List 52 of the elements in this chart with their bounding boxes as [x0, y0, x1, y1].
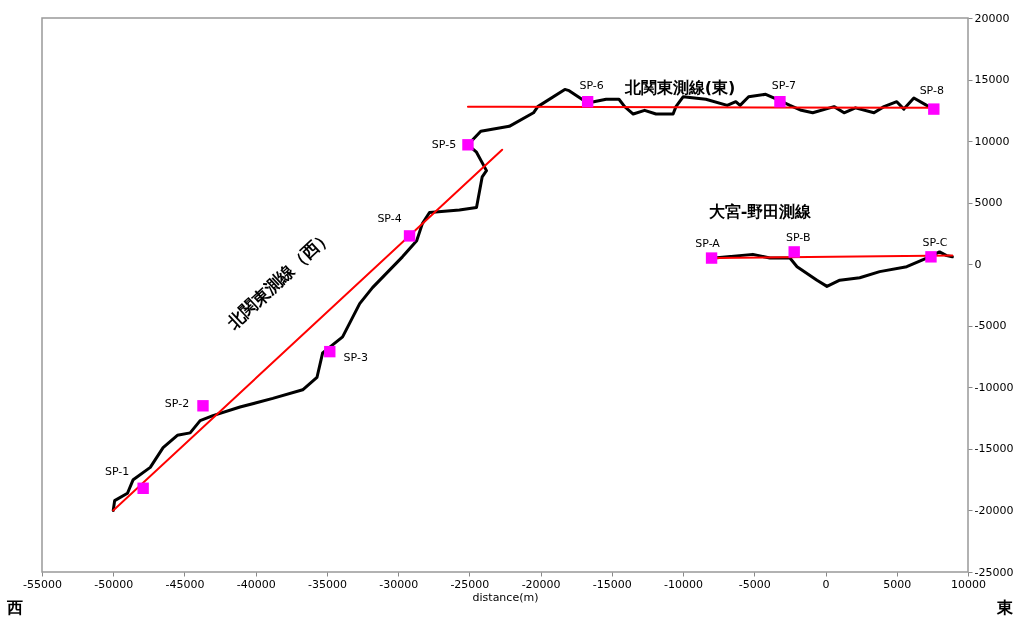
y-tick-label: -5000	[974, 319, 1007, 333]
x-tick-label: -15000	[592, 577, 632, 591]
x-tick-label: 0	[822, 577, 830, 591]
x-tick-label: -5000	[738, 577, 771, 591]
y-tick-label: 10000	[974, 134, 1010, 148]
point	[774, 96, 786, 108]
point	[324, 345, 336, 358]
x-tick-label: -20000	[521, 577, 561, 591]
x-tick-label: -50000	[94, 577, 134, 591]
annotation: SP-5	[431, 137, 457, 151]
text: 東	[996, 598, 1014, 617]
annotation: SP-C	[922, 235, 948, 249]
annotation: SP-6	[579, 78, 604, 92]
x-axis-title: distance(m)	[472, 590, 539, 604]
annotation: SP-8	[919, 84, 944, 98]
annotation: SP-3	[343, 350, 368, 364]
annotation: SP-1	[104, 465, 130, 479]
annotation: 大宮-野田測線	[708, 202, 813, 221]
y-tick-label: 15000	[974, 73, 1010, 87]
point	[928, 103, 940, 115]
x-tick-label: -30000	[379, 577, 419, 591]
x-tick-label: -55000	[23, 577, 62, 591]
x-tick-label: -25000	[450, 577, 490, 591]
annotation: SP-7	[771, 78, 797, 92]
point	[925, 251, 937, 263]
y-tick-label: 5000	[974, 196, 1003, 210]
x-tick-label: -10000	[664, 577, 704, 591]
point	[462, 139, 474, 151]
y-tick-label: -10000	[974, 380, 1014, 394]
point	[581, 96, 594, 108]
point	[788, 246, 800, 258]
point	[197, 400, 209, 412]
y-tick-label: -15000	[974, 442, 1014, 456]
x-tick-label: 5000	[883, 577, 912, 591]
y-tick-label: -20000	[974, 503, 1014, 517]
annotation: 北関東測線（西）	[222, 225, 336, 334]
x-tick-label: -40000	[236, 577, 276, 591]
point	[705, 252, 718, 264]
x-tick-label: -35000	[307, 577, 347, 591]
x-tick-label: 10000	[951, 577, 986, 591]
point	[403, 230, 416, 242]
annotation: SP-A	[695, 237, 721, 251]
annotation: SP-B	[785, 230, 811, 244]
annotation: SP-4	[377, 211, 402, 225]
text: 西	[6, 598, 23, 617]
annotation: SP-2	[164, 396, 190, 410]
annotation: 北関東測線(東)	[623, 78, 736, 97]
x-tick-label: -45000	[165, 577, 205, 591]
y-tick-label: -25000	[974, 565, 1014, 579]
y-tick-label: 0	[974, 257, 982, 271]
y-tick-label: 20000	[974, 11, 1010, 25]
point	[137, 482, 149, 494]
